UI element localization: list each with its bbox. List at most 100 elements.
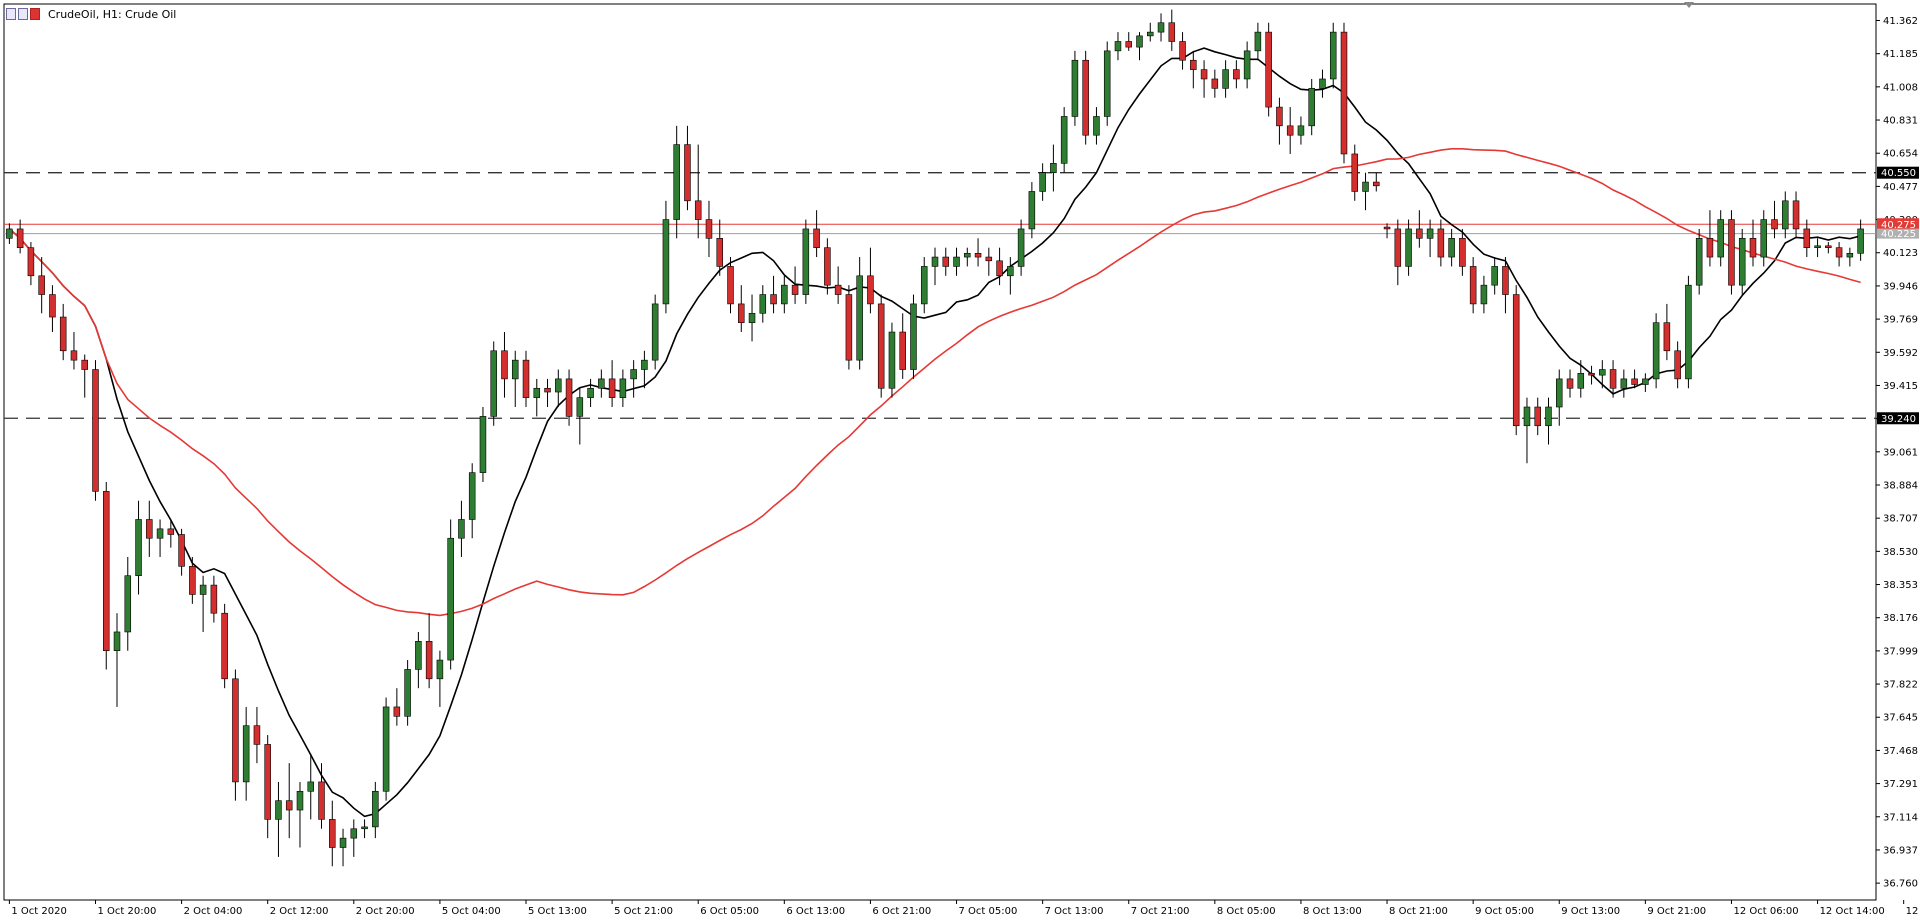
candle-body[interactable] bbox=[1728, 219, 1735, 286]
candle-body[interactable] bbox=[1297, 125, 1305, 136]
candle-body[interactable] bbox=[1276, 106, 1283, 127]
candle-body[interactable] bbox=[124, 575, 132, 633]
candle-body[interactable] bbox=[1050, 163, 1057, 174]
candle-body[interactable] bbox=[641, 359, 648, 370]
candle-body[interactable] bbox=[59, 316, 67, 352]
candle-body[interactable] bbox=[81, 359, 88, 370]
candle-body[interactable] bbox=[1157, 22, 1165, 33]
candle-body[interactable] bbox=[824, 247, 831, 286]
candle-body[interactable] bbox=[651, 303, 659, 361]
candle-body[interactable] bbox=[1760, 219, 1768, 258]
candle-body[interactable] bbox=[1577, 372, 1585, 389]
candle-body[interactable] bbox=[511, 359, 519, 380]
candle-body[interactable] bbox=[1523, 406, 1531, 427]
candle-body[interactable] bbox=[479, 416, 487, 473]
candle-body[interactable] bbox=[1771, 219, 1778, 230]
candle-body[interactable] bbox=[996, 260, 1003, 277]
candle-body[interactable] bbox=[1179, 41, 1186, 61]
candle-body[interactable] bbox=[1286, 125, 1294, 136]
candle-body[interactable] bbox=[458, 519, 465, 539]
candle-body[interactable] bbox=[415, 641, 422, 670]
candle-body[interactable] bbox=[38, 275, 45, 295]
candle-body[interactable] bbox=[1738, 238, 1746, 286]
candle-body[interactable] bbox=[942, 256, 950, 267]
candle-body[interactable] bbox=[533, 387, 541, 398]
candle-body[interactable] bbox=[1782, 200, 1789, 230]
candle-body[interactable] bbox=[1502, 266, 1509, 295]
candle-body[interactable] bbox=[1459, 238, 1466, 267]
chevron-down-icon[interactable] bbox=[1684, 2, 1694, 8]
candle-body[interactable] bbox=[27, 247, 35, 277]
candle-body[interactable] bbox=[92, 369, 99, 492]
candle-body[interactable] bbox=[425, 641, 433, 680]
candle-body[interactable] bbox=[598, 378, 605, 389]
candle-body[interactable] bbox=[694, 200, 702, 220]
candle-body[interactable] bbox=[404, 669, 411, 717]
candle-body[interactable] bbox=[6, 228, 13, 239]
candle-body[interactable] bbox=[318, 781, 325, 820]
candle-body[interactable] bbox=[1706, 238, 1714, 258]
candle-body[interactable] bbox=[285, 800, 293, 811]
candle-body[interactable] bbox=[70, 350, 78, 361]
candle-body[interactable] bbox=[1405, 228, 1412, 267]
candle-body[interactable] bbox=[264, 744, 271, 820]
candle-body[interactable] bbox=[1566, 378, 1574, 389]
candle-body[interactable] bbox=[910, 303, 917, 370]
candle-body[interactable] bbox=[1254, 31, 1262, 52]
candle-body[interactable] bbox=[802, 228, 810, 295]
candle-body[interactable] bbox=[727, 266, 734, 305]
candle-body[interactable] bbox=[1211, 78, 1219, 89]
candle-body[interactable] bbox=[361, 826, 368, 830]
candle-body[interactable] bbox=[587, 387, 594, 398]
candle-body[interactable] bbox=[522, 359, 530, 398]
candle-body[interactable] bbox=[953, 256, 960, 267]
candle-body[interactable] bbox=[1814, 245, 1821, 248]
candle-body[interactable] bbox=[156, 528, 164, 539]
candle-body[interactable] bbox=[1825, 245, 1832, 248]
candle-body[interactable] bbox=[1136, 35, 1143, 48]
candle-body[interactable] bbox=[1642, 378, 1649, 385]
candle-body[interactable] bbox=[759, 294, 767, 314]
candle-body[interactable] bbox=[716, 238, 723, 267]
candle-body[interactable] bbox=[490, 350, 497, 417]
candle-body[interactable] bbox=[985, 256, 993, 262]
candle-body[interactable] bbox=[1685, 284, 1692, 380]
candle-body[interactable] bbox=[1190, 59, 1197, 70]
candle-body[interactable] bbox=[738, 303, 745, 323]
candle-body[interactable] bbox=[296, 790, 304, 811]
candle-body[interactable] bbox=[1351, 153, 1359, 192]
candle-body[interactable] bbox=[974, 253, 982, 258]
candle-body[interactable] bbox=[770, 294, 777, 305]
candle-body[interactable] bbox=[1103, 50, 1111, 117]
candle-body[interactable] bbox=[673, 144, 680, 220]
candle-body[interactable] bbox=[1663, 322, 1671, 352]
candle-body[interactable] bbox=[630, 369, 637, 380]
candle-body[interactable] bbox=[565, 378, 573, 417]
candle-body[interactable] bbox=[1329, 31, 1337, 80]
candle-body[interactable] bbox=[867, 275, 874, 305]
candle-body[interactable] bbox=[1545, 406, 1552, 427]
candle-body[interactable] bbox=[1803, 228, 1811, 248]
candle-body[interactable] bbox=[555, 378, 562, 393]
candle-body[interactable] bbox=[1835, 247, 1843, 258]
candle-body[interactable] bbox=[1749, 238, 1757, 258]
candle-body[interactable] bbox=[382, 706, 390, 792]
candle-body[interactable] bbox=[705, 219, 713, 239]
candle-body[interactable] bbox=[1426, 228, 1434, 239]
candle-body[interactable] bbox=[920, 266, 928, 305]
candle-body[interactable] bbox=[544, 387, 551, 393]
candle-body[interactable] bbox=[1609, 369, 1617, 389]
candle-body[interactable] bbox=[1168, 22, 1176, 42]
candle-body[interactable] bbox=[845, 294, 853, 361]
candle-body[interactable] bbox=[684, 144, 691, 202]
candle-body[interactable] bbox=[1555, 378, 1563, 408]
candle-body[interactable] bbox=[1588, 372, 1595, 376]
candle-body[interactable] bbox=[1695, 238, 1703, 286]
candle-body[interactable] bbox=[447, 537, 454, 661]
candle-body[interactable] bbox=[350, 828, 358, 839]
candle-body[interactable] bbox=[16, 228, 24, 248]
candle-body[interactable] bbox=[931, 256, 939, 267]
candle-body[interactable] bbox=[1620, 378, 1628, 389]
